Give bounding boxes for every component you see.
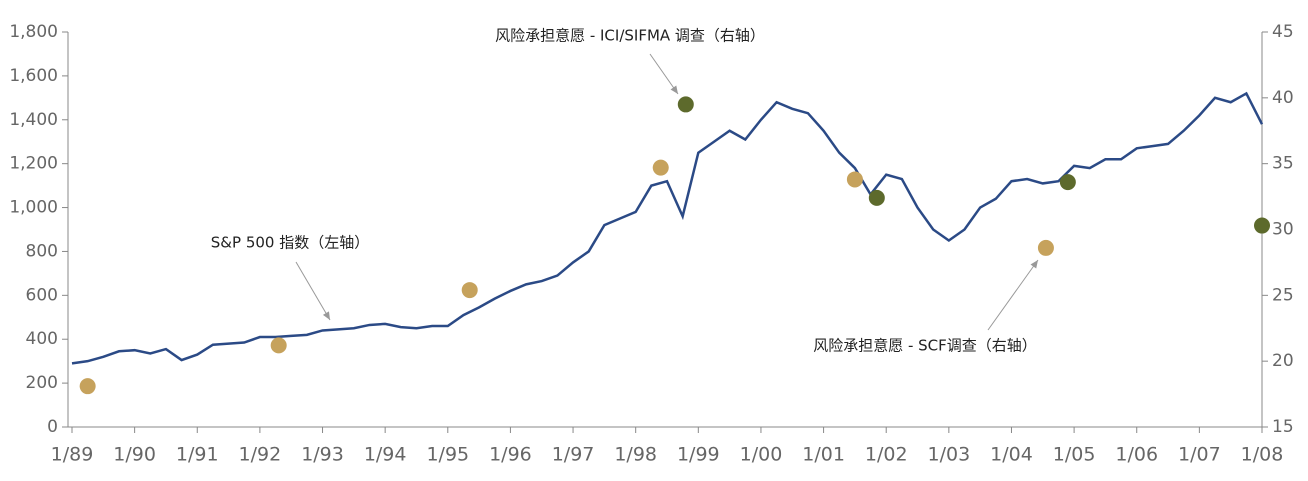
x-tick-label: 1/06: [1115, 444, 1158, 466]
y2-tick-label: 40: [1272, 88, 1294, 108]
x-tick-label: 1/89: [51, 444, 94, 466]
annotation-arrow: [987, 259, 1039, 331]
y-tick-label: 800: [26, 241, 58, 261]
x-tick-label: 1/90: [113, 444, 156, 466]
x-tick-label: 1/96: [489, 444, 532, 466]
annotation: S&P 500 指数（左轴）: [211, 234, 369, 252]
annotation-arrow: [295, 261, 331, 321]
y-tick-label: 1,600: [9, 66, 58, 86]
survey-point: [846, 171, 863, 188]
y-tick-label: 1,000: [9, 198, 58, 218]
x-tick-label: 1/03: [928, 444, 971, 466]
survey-point: [1059, 174, 1076, 191]
survey-point: [270, 337, 287, 354]
y-tick-label: 400: [26, 329, 58, 349]
annotation-arrowhead: [670, 85, 678, 94]
x-tick-label: 1/99: [677, 444, 720, 466]
annotation: 风险承担意愿 - ICI/SIFMA 调查（右轴）: [495, 27, 765, 45]
survey-point: [1037, 239, 1054, 256]
survey-point: [1254, 217, 1270, 234]
x-tick-label: 1/07: [1178, 444, 1221, 466]
y-tick-label: 1,800: [9, 22, 58, 42]
x-tick-label: 1/00: [740, 444, 783, 466]
y2-tick-label: 45: [1272, 22, 1294, 42]
x-tick-label: 1/04: [990, 444, 1033, 466]
annotation-arrowhead: [322, 311, 330, 320]
x-tick-label: 1/02: [865, 444, 908, 466]
x-tick-label: 1/05: [1053, 444, 1096, 466]
survey-point: [461, 282, 478, 299]
y2-tick-label: 20: [1272, 351, 1294, 371]
y-tick-label: 600: [26, 285, 58, 305]
annotation: 风险承担意愿 - SCF调查（右轴）: [813, 337, 1037, 355]
y2-tick-label: 30: [1272, 220, 1294, 240]
y2-tick-label: 35: [1272, 154, 1294, 174]
x-tick-label: 1/95: [426, 444, 469, 466]
annotation-arrow: [649, 53, 679, 95]
y2-tick-label: 15: [1272, 417, 1294, 437]
x-tick-label: 1/93: [301, 444, 344, 466]
y-tick-label: 1,200: [9, 154, 58, 174]
x-tick-label: 1/91: [176, 444, 219, 466]
x-tick-label: 1/98: [614, 444, 657, 466]
survey-point: [79, 378, 96, 395]
x-tick-label: 1/08: [1241, 444, 1284, 466]
x-tick-label: 1/94: [364, 444, 407, 466]
y2-tick-label: 25: [1272, 285, 1294, 305]
y-tick-label: 200: [26, 373, 58, 393]
x-tick-label: 1/92: [239, 444, 282, 466]
y-tick-label: 0: [47, 417, 58, 437]
annotation-arrowhead: [1030, 260, 1038, 269]
x-tick-label: 1/97: [552, 444, 595, 466]
survey-point: [652, 159, 669, 176]
survey-point: [868, 189, 885, 206]
y-tick-label: 1,400: [9, 110, 58, 130]
sp500-line: [71, 91, 1264, 365]
x-tick-label: 1/01: [802, 444, 845, 466]
survey-point: [677, 96, 694, 113]
